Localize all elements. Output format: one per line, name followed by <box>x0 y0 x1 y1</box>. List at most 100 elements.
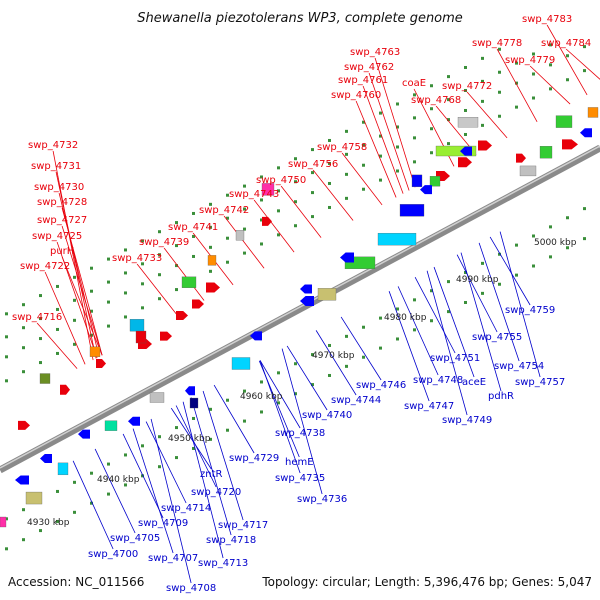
tick-dot <box>243 227 246 231</box>
tick-dot <box>379 111 382 115</box>
tick-dot <box>464 132 467 136</box>
gene-label-swp_4700[interactable]: swp_4700 <box>88 549 138 560</box>
kbp-label-4960: 4960 kbp <box>240 392 283 402</box>
leader-line <box>259 360 301 474</box>
gene-label-swp_4756[interactable]: swp_4756 <box>288 159 338 170</box>
gene-label-swp_4736[interactable]: swp_4736 <box>297 494 347 505</box>
gene-label-swp_4744[interactable]: swp_4744 <box>331 395 381 406</box>
gene-label-swp_4763[interactable]: swp_4763 <box>350 47 400 58</box>
gene-label-swp_4707[interactable]: swp_4707 <box>148 553 198 564</box>
tick-dot <box>73 342 76 346</box>
gene-label-swp_4748[interactable]: swp_4748 <box>413 375 463 386</box>
tick-dot <box>379 154 382 158</box>
tick-dot <box>413 116 416 120</box>
gene-label-swp_4735[interactable]: swp_4735 <box>275 473 325 484</box>
reverse-gene-arrow <box>460 146 472 156</box>
tick-dot <box>209 269 212 273</box>
gene-label-swp_4768[interactable]: swp_4768 <box>411 95 461 106</box>
gene-label-swp_4705[interactable]: swp_4705 <box>110 533 160 544</box>
leader-line <box>355 100 397 198</box>
gene-label-swp_4749[interactable]: swp_4749 <box>442 415 492 426</box>
gene-label-swp_4728[interactable]: swp_4728 <box>37 197 87 208</box>
gene-label-swp_4725[interactable]: swp_4725 <box>32 231 82 242</box>
kbp-label-4930: 4930 kbp <box>27 518 70 528</box>
gene-label-aceE[interactable]: aceE <box>462 377 486 388</box>
gene-label-swp_4727[interactable]: swp_4727 <box>37 215 87 226</box>
gene-label-swp_4743[interactable]: swp_4743 <box>229 189 279 200</box>
gene-label-swp_4717[interactable]: swp_4717 <box>218 520 268 531</box>
reverse-gene-arrow <box>420 185 432 195</box>
kbp-label-4980: 4980 kbp <box>384 313 427 323</box>
gene-label-swp_4741[interactable]: swp_4741 <box>168 222 218 233</box>
tick-dot <box>22 346 25 350</box>
tick-dot <box>277 166 280 170</box>
leader-line <box>223 215 265 269</box>
gene-label-swp_4716[interactable]: swp_4716 <box>12 312 62 323</box>
gene-label-swp_4772[interactable]: swp_4772 <box>442 81 492 92</box>
gene-label-swp_4783[interactable]: swp_4783 <box>522 14 572 25</box>
gene-label-swp_4731[interactable]: swp_4731 <box>31 161 81 172</box>
gene-label-swp_4758[interactable]: swp_4758 <box>317 142 367 153</box>
tick-dot <box>328 343 331 347</box>
gene-label-swp_4720[interactable]: swp_4720 <box>191 487 241 498</box>
gene-label-swp_4761[interactable]: swp_4761 <box>338 75 388 86</box>
forward-gene-labels: swp_4783 swp_4778 swp_4784 swp_4779 swp_… <box>12 14 591 323</box>
tick-dot <box>566 54 569 58</box>
tick-dot <box>515 61 518 65</box>
topology-summary: Topology: circular; Length: 5,396,476 bp… <box>261 575 592 589</box>
kbp-label-5000: 5000 kbp <box>534 238 577 248</box>
gene-label-swp_4738[interactable]: swp_4738 <box>275 428 325 439</box>
gene-label-pdhR[interactable]: pdhR <box>488 391 514 402</box>
tick-dot <box>566 246 569 250</box>
tick-dot <box>226 216 229 220</box>
gene-label-swp_4708[interactable]: swp_4708 <box>166 583 216 594</box>
gene-label-purH[interactable]: purH <box>50 246 74 257</box>
tick-dot <box>124 248 127 252</box>
gene-label-swp_4747[interactable]: swp_4747 <box>404 401 454 412</box>
tick-dot <box>90 289 93 293</box>
gene-block <box>135 330 147 344</box>
gene-block <box>457 117 479 128</box>
leader-line <box>499 231 541 378</box>
gene-label-swp_4750[interactable]: swp_4750 <box>256 175 306 186</box>
gene-label-swp_4762[interactable]: swp_4762 <box>344 62 394 73</box>
gene-label-swp_4739[interactable]: swp_4739 <box>139 237 189 248</box>
tick-dot <box>549 87 552 91</box>
gene-label-swp_4759[interactable]: swp_4759 <box>505 305 555 316</box>
leader-line <box>145 421 187 504</box>
gene-label-swp_4718[interactable]: swp_4718 <box>206 535 256 546</box>
gene-label-swp_4784[interactable]: swp_4784 <box>541 38 591 49</box>
gene-label-swp_4751[interactable]: swp_4751 <box>430 353 480 364</box>
gene-label-hemE[interactable]: hemE <box>285 457 314 468</box>
gene-label-swp_4733[interactable]: swp_4733 <box>112 253 162 264</box>
gene-label-swp_4730[interactable]: swp_4730 <box>34 182 84 193</box>
gene-label-swp_4713[interactable]: swp_4713 <box>198 558 248 569</box>
gene-label-swp_4722[interactable]: swp_4722 <box>20 261 70 272</box>
gene-label-zntR[interactable]: zntR <box>200 469 223 480</box>
genome-backbone-highlight <box>0 145 600 469</box>
gene-label-swp_4755[interactable]: swp_4755 <box>472 332 522 343</box>
gene-label-swp_4779[interactable]: swp_4779 <box>505 55 555 66</box>
gene-label-swp_4742[interactable]: swp_4742 <box>199 205 249 216</box>
gene-label-swp_4740[interactable]: swp_4740 <box>302 410 352 421</box>
tick-dot <box>413 136 416 140</box>
gene-label-coaE[interactable]: coaE <box>402 78 426 89</box>
gene-label-swp_4709[interactable]: swp_4709 <box>138 518 188 529</box>
tick-dot <box>22 508 25 512</box>
tick-dot <box>124 271 127 275</box>
leader-line <box>61 256 103 356</box>
gene-label-swp_4729[interactable]: swp_4729 <box>229 453 279 464</box>
leader-line <box>190 397 232 536</box>
gene-block <box>555 115 573 128</box>
gene-label-swp_4760[interactable]: swp_4760 <box>331 90 381 101</box>
leader-line <box>182 401 224 559</box>
gene-label-swp_4732[interactable]: swp_4732 <box>28 140 78 151</box>
gene-label-swp_4746[interactable]: swp_4746 <box>356 380 406 391</box>
tick-dot <box>566 78 569 82</box>
gene-label-swp_4754[interactable]: swp_4754 <box>494 361 544 372</box>
gene-label-swp_4778[interactable]: swp_4778 <box>472 38 522 49</box>
gene-label-swp_4757[interactable]: swp_4757 <box>515 377 565 388</box>
tick-dot <box>464 65 467 69</box>
gene-label-swp_4714[interactable]: swp_4714 <box>161 503 211 514</box>
